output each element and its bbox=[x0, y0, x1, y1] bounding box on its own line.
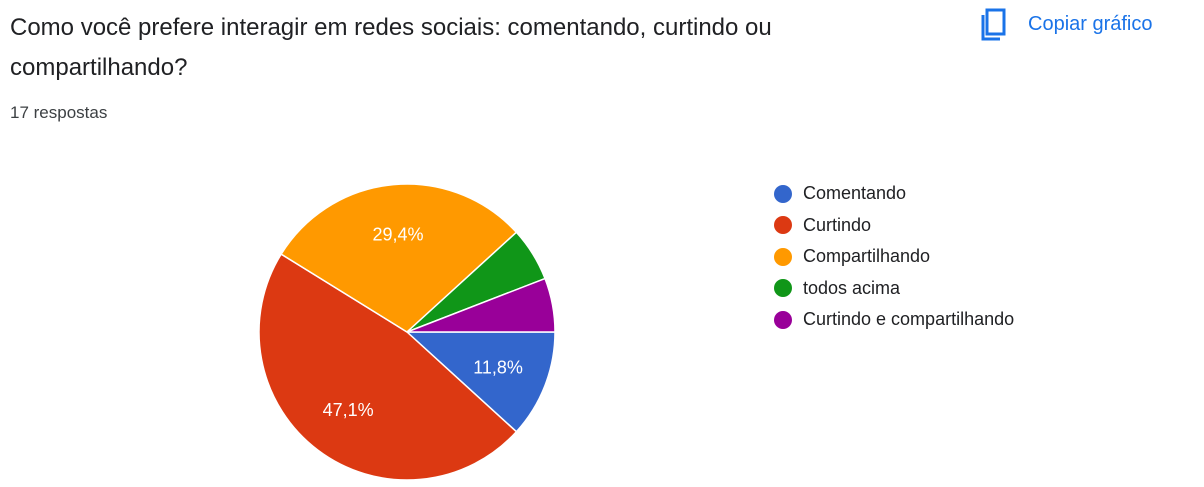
legend-item-4[interactable]: Curtindo e compartilhando bbox=[774, 304, 1014, 336]
slice-label-0: 11,8% bbox=[473, 357, 523, 377]
legend-item-1[interactable]: Curtindo bbox=[774, 210, 1014, 242]
legend-item-0[interactable]: Comentando bbox=[774, 178, 1014, 210]
response-count: 17 respostas bbox=[10, 103, 108, 122]
legend-item-2[interactable]: Compartilhando bbox=[774, 241, 1014, 273]
copy-icon bbox=[980, 7, 1010, 41]
pie-slice-4[interactable] bbox=[406, 277, 556, 333]
pie-slice-1[interactable] bbox=[258, 253, 518, 481]
legend-swatch bbox=[774, 279, 792, 298]
legend-label: Compartilhando bbox=[803, 246, 931, 267]
legend-swatch bbox=[774, 310, 792, 329]
copy-chart-button[interactable]: Copiar gráfico bbox=[980, 4, 1153, 44]
legend-label: todos acima bbox=[803, 277, 901, 298]
legend-label: Curtindo bbox=[803, 214, 872, 235]
chart-legend: Comentando Curtindo Compartilhando todos ac… bbox=[774, 178, 1014, 336]
slice-label-2: 29,4% bbox=[372, 225, 423, 245]
legend-item-3[interactable]: todos acima bbox=[774, 273, 1014, 305]
question-title: Como você prefere interagir em redes soc… bbox=[10, 14, 772, 81]
legend-swatch bbox=[774, 247, 792, 266]
copy-chart-label: Copiar gráfico bbox=[1028, 12, 1153, 35]
legend-label: Comentando bbox=[803, 183, 907, 204]
pie-slice-0[interactable] bbox=[405, 331, 556, 433]
legend-label: Curtindo e compartilhando bbox=[803, 309, 1015, 330]
slice-label-1: 47,1% bbox=[323, 400, 374, 420]
legend-swatch bbox=[774, 216, 792, 235]
legend-swatch bbox=[774, 184, 792, 203]
pie-slice-2[interactable] bbox=[280, 183, 518, 333]
